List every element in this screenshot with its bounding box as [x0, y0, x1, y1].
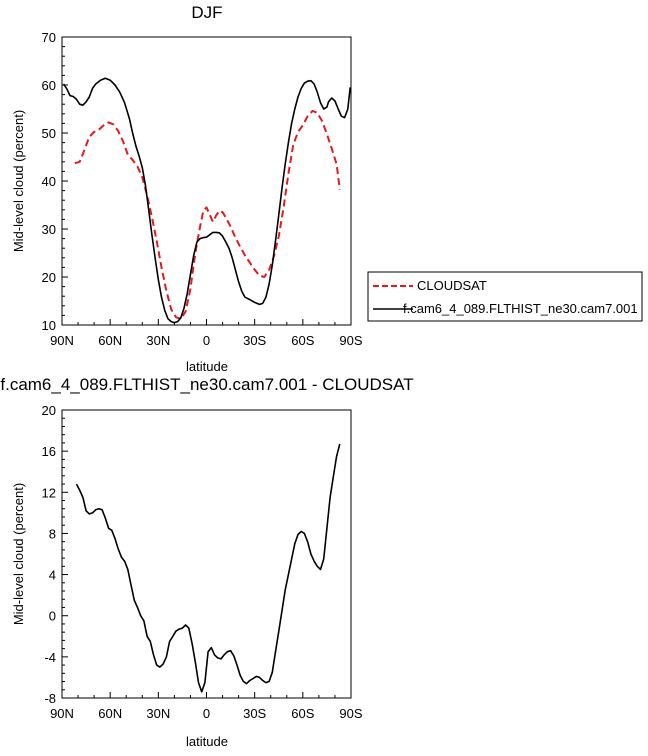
bottom-chart-x-axis-label: latitude: [186, 734, 228, 749]
x-tick-label: 60S: [291, 333, 314, 348]
x-tick-label: 90N: [50, 706, 74, 721]
y-tick-label: 40: [42, 174, 56, 189]
bottom-chart-title: f.cam6_4_089.FLTHIST_ne30.cam7.001 - CLO…: [0, 375, 413, 394]
y-tick-label: 4: [49, 568, 56, 583]
y-tick-label: 30: [42, 222, 56, 237]
bottom-chart-frame: [61, 409, 352, 699]
legend-label-model: f.cam6_4_089.FLTHIST_ne30.cam7.001: [403, 301, 638, 316]
y-tick-label: 12: [42, 485, 56, 500]
top-series-line-cloudsat: [74, 109, 341, 320]
x-tick-label: 30N: [146, 333, 170, 348]
x-tick-label: 60N: [98, 333, 122, 348]
y-tick-label: 20: [42, 403, 56, 418]
top-chart-x-axis-label: latitude: [186, 359, 228, 374]
y-tick-label: 8: [49, 526, 56, 541]
top-series-line-f-cam6-4-089-flthist-ne30-cam7-001: [62, 77, 351, 324]
top-chart-frame: [61, 36, 352, 326]
bottom-chart: f.cam6_4_089.FLTHIST_ne30.cam7.001 - CLO…: [0, 375, 413, 749]
x-tick-label: 60N: [98, 706, 122, 721]
bottom-chart-y-axis-label: Mid-level cloud (percent): [11, 483, 26, 625]
top-chart-title: DJF: [191, 3, 222, 22]
legend-box: [367, 271, 643, 322]
x-tick-label: 30N: [146, 706, 170, 721]
y-tick-label: 50: [42, 126, 56, 141]
top-chart-legend: CLOUDSAT f.cam6_4_089.FLTHIST_ne30.cam7.…: [367, 271, 643, 322]
y-tick-label: 10: [42, 318, 56, 333]
top-chart-series-group: [62, 77, 351, 324]
x-tick-label: 0: [203, 706, 210, 721]
x-tick-label: 90S: [339, 333, 362, 348]
y-tick-label: -4: [44, 650, 56, 665]
y-tick-label: 60: [42, 78, 56, 93]
y-tick-label: 70: [42, 30, 56, 45]
y-tick-label: 20: [42, 270, 56, 285]
x-tick-label: 30S: [243, 706, 266, 721]
x-tick-label: 90S: [339, 706, 362, 721]
bottom-series-line-difference: [75, 443, 341, 693]
top-chart-axes: 90N 60N 30N 0 30S 60S 90S 10 20 30 40 50 60 70: [42, 30, 363, 348]
x-tick-label: 90N: [50, 333, 74, 348]
x-tick-label: 0: [203, 333, 210, 348]
x-tick-label: 60S: [291, 706, 314, 721]
y-tick-label: 0: [49, 609, 56, 624]
y-tick-label: 16: [42, 444, 56, 459]
x-tick-label: 30S: [243, 333, 266, 348]
top-chart-y-axis-label: Mid-level cloud (percent): [11, 110, 26, 252]
bottom-chart-axes: 90N 60N 30N 0 30S 60S 90S -8 -4 0 4 8 12 16 20: [42, 403, 363, 721]
legend-label-cloudsat: CLOUDSAT: [417, 278, 487, 293]
top-chart: DJF 90N 60N 30N 0 30S 60S 90S 10 20 30 40 50 60 70 la…: [11, 3, 643, 374]
bottom-chart-series-group: [75, 443, 341, 693]
y-tick-label: -8: [44, 691, 56, 706]
